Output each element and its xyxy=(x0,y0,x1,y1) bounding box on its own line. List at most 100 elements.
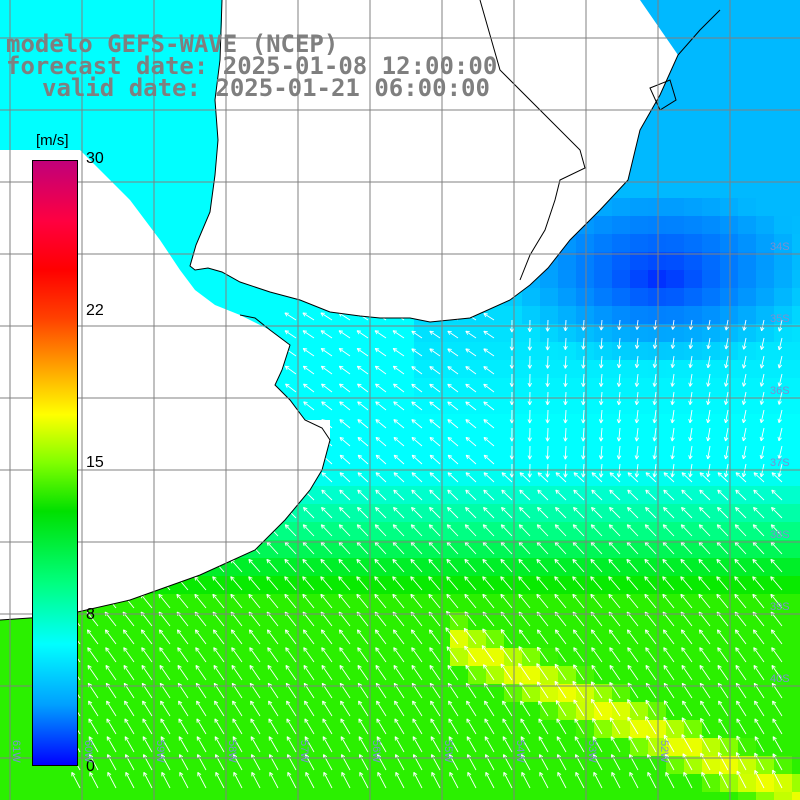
wind-speed-cell xyxy=(432,648,451,667)
wind-arrow-head xyxy=(698,558,703,562)
wind-arrow xyxy=(123,629,135,645)
wind-speed-cell xyxy=(432,792,451,800)
wind-arrow xyxy=(320,559,333,573)
wind-speed-cell xyxy=(324,342,343,361)
wind-arrow-head xyxy=(599,326,602,331)
wind-arrow-head xyxy=(392,558,397,562)
wind-speed-cell xyxy=(342,504,361,523)
wind-arrow xyxy=(356,330,369,339)
wind-speed-cell xyxy=(522,450,541,469)
wind-arrow xyxy=(654,355,657,368)
wind-arrow xyxy=(536,524,549,537)
wind-arrow-head xyxy=(771,472,776,475)
wind-speed-cell xyxy=(576,702,595,721)
wind-arrow xyxy=(357,507,369,519)
wind-arrow xyxy=(482,628,495,645)
wind-speed-cell xyxy=(576,630,595,649)
wind-speed-cell xyxy=(720,684,739,703)
wind-arrow-head xyxy=(608,559,611,564)
wind-speed-cell xyxy=(522,486,541,505)
wind-arrow-head xyxy=(753,507,756,512)
wind-arrow-head xyxy=(681,647,686,650)
wind-arrow-head xyxy=(662,576,667,579)
wind-speed-cell xyxy=(252,756,271,775)
wind-arrow-head xyxy=(287,754,292,758)
wind-speed-cell xyxy=(738,720,757,739)
wind-speed-cell xyxy=(36,774,55,793)
wind-arrow-head xyxy=(447,489,452,492)
wind-arrow-head xyxy=(430,682,434,686)
wind-arrow-head xyxy=(339,472,342,477)
wind-arrow xyxy=(725,427,729,442)
wind-speed-cell xyxy=(414,342,433,361)
wind-arrow xyxy=(302,312,315,321)
wind-arrow-head xyxy=(429,366,434,368)
wind-arrow xyxy=(734,524,747,537)
wind-arrow-head xyxy=(429,647,431,652)
wind-speed-cell xyxy=(666,378,685,397)
wind-speed-cell xyxy=(306,648,325,667)
wind-speed-cell xyxy=(684,630,703,649)
wind-arrow-head xyxy=(483,489,488,492)
wind-speed-cell xyxy=(90,126,109,145)
wind-speed-cell xyxy=(666,630,685,649)
wind-arrow-head xyxy=(159,647,161,652)
wind-speed-cell xyxy=(270,576,289,595)
wind-arrow xyxy=(680,524,693,537)
wind-speed-cell xyxy=(126,180,145,199)
wind-speed-cell xyxy=(90,666,109,685)
wind-speed-cell xyxy=(270,666,289,685)
wind-speed-cell xyxy=(198,792,217,800)
wind-speed-cell xyxy=(270,612,289,631)
wind-arrow-head xyxy=(447,419,452,421)
wind-arrow-head xyxy=(582,364,586,369)
wind-speed-cell xyxy=(756,72,775,91)
wind-arrow xyxy=(302,559,315,573)
wind-arrow-head xyxy=(555,507,558,512)
wind-speed-cell xyxy=(792,18,800,37)
wind-arrow xyxy=(411,330,423,339)
wind-arrow-head xyxy=(572,629,575,634)
wind-speed-cell xyxy=(522,630,541,649)
wind-speed-cell xyxy=(756,162,775,181)
wind-speed-cell xyxy=(270,630,289,649)
wind-arrow xyxy=(500,541,513,555)
wind-speed-cell xyxy=(792,648,800,667)
wind-speed-cell xyxy=(306,558,325,577)
wind-speed-cell xyxy=(378,774,397,793)
wind-arrow-head xyxy=(339,524,344,527)
wind-arrow-head xyxy=(771,647,773,652)
wind-arrow-head xyxy=(681,734,686,738)
wind-arrow-head xyxy=(573,647,575,652)
wind-arrow-head xyxy=(707,437,711,442)
wind-arrow-head xyxy=(664,682,668,686)
wind-arrow xyxy=(653,373,657,387)
wind-arrow xyxy=(618,337,621,349)
wind-speed-cell xyxy=(414,576,433,595)
wind-speed-cell xyxy=(234,558,253,577)
wind-arrow-head xyxy=(590,629,593,634)
wind-arrow-head xyxy=(536,593,541,597)
wind-arrow xyxy=(374,524,387,537)
wind-speed-cell xyxy=(540,702,559,721)
wind-arrow-head xyxy=(616,419,620,424)
wind-arrow xyxy=(537,472,549,483)
wind-arrow xyxy=(725,373,729,387)
wind-speed-cell xyxy=(108,36,127,55)
wind-speed-cell xyxy=(396,666,415,685)
wind-arrow xyxy=(303,401,315,411)
wind-arrow xyxy=(429,454,441,465)
wind-arrow-head xyxy=(429,383,434,386)
wind-arrow-head xyxy=(411,647,416,650)
wind-arrow xyxy=(682,753,693,771)
wind-speed-cell xyxy=(738,612,757,631)
wind-arrow-head xyxy=(482,628,487,632)
wind-arrow xyxy=(654,319,657,330)
wind-speed-cell xyxy=(486,360,505,379)
wind-arrow xyxy=(356,593,369,609)
wind-speed-cell xyxy=(504,756,523,775)
wind-arrow-head xyxy=(285,383,288,388)
wind-speed-cell xyxy=(630,378,649,397)
wind-arrow-head xyxy=(646,735,651,739)
wind-speed-cell xyxy=(738,324,757,343)
